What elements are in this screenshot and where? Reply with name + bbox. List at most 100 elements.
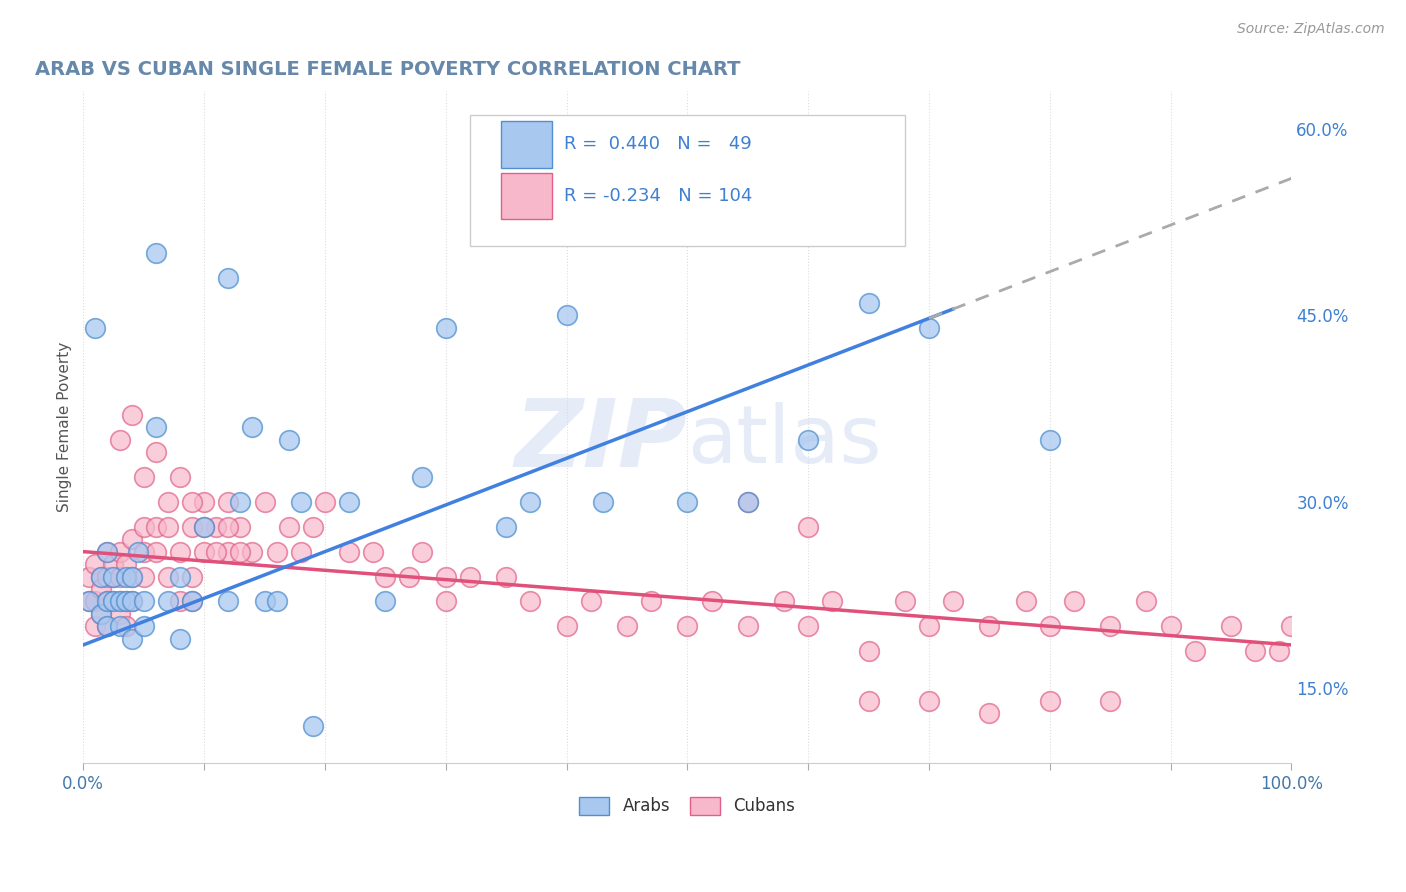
Point <box>90 569 112 583</box>
Point <box>676 495 699 509</box>
Point <box>193 520 215 534</box>
Point <box>290 544 312 558</box>
Point <box>337 495 360 509</box>
Point <box>302 520 325 534</box>
Point <box>1063 594 1085 608</box>
Point <box>181 495 204 509</box>
Point <box>434 320 457 334</box>
Point <box>253 495 276 509</box>
Point <box>918 320 941 334</box>
Point <box>114 569 136 583</box>
Point <box>266 544 288 558</box>
Point <box>290 495 312 509</box>
Point <box>1135 594 1157 608</box>
Point <box>181 594 204 608</box>
Point <box>193 544 215 558</box>
Point <box>103 557 125 571</box>
Point <box>821 594 844 608</box>
Point <box>96 569 118 583</box>
Point <box>579 594 602 608</box>
Point <box>519 495 541 509</box>
Point <box>242 420 264 434</box>
Point <box>700 594 723 608</box>
Point <box>979 706 1001 721</box>
Point <box>121 408 143 422</box>
Text: ARAB VS CUBAN SINGLE FEMALE POVERTY CORRELATION CHART: ARAB VS CUBAN SINGLE FEMALE POVERTY CORR… <box>35 60 741 78</box>
Point <box>1039 619 1062 633</box>
Point <box>737 495 759 509</box>
Point <box>411 470 433 484</box>
Point <box>169 632 191 646</box>
Point <box>555 308 578 322</box>
Y-axis label: Single Female Poverty: Single Female Poverty <box>58 342 72 512</box>
Point <box>127 544 149 558</box>
Point <box>169 470 191 484</box>
Point <box>96 544 118 558</box>
Point <box>108 619 131 633</box>
Point <box>361 544 384 558</box>
Point <box>277 520 299 534</box>
Point <box>169 544 191 558</box>
Point <box>797 619 820 633</box>
Text: atlas: atlas <box>688 401 882 480</box>
Point <box>217 594 239 608</box>
Point <box>181 594 204 608</box>
Point <box>114 557 136 571</box>
Point <box>894 594 917 608</box>
Point <box>374 594 396 608</box>
Point <box>169 569 191 583</box>
Point <box>132 470 155 484</box>
Point <box>121 569 143 583</box>
Point <box>108 594 131 608</box>
Point <box>1268 644 1291 658</box>
Point <box>1014 594 1036 608</box>
Point <box>676 619 699 633</box>
Point <box>132 594 155 608</box>
Point <box>797 433 820 447</box>
Point <box>121 594 143 608</box>
Point <box>205 520 228 534</box>
Point <box>103 569 125 583</box>
Point <box>1160 619 1182 633</box>
Point <box>79 569 101 583</box>
Point <box>108 569 131 583</box>
Legend: Arabs, Cubans: Arabs, Cubans <box>572 790 803 822</box>
Point <box>121 632 143 646</box>
Point <box>156 520 179 534</box>
Point <box>103 569 125 583</box>
Point <box>217 520 239 534</box>
Point <box>302 719 325 733</box>
Point <box>737 495 759 509</box>
Point <box>114 619 136 633</box>
Point <box>169 594 191 608</box>
Point <box>145 246 167 260</box>
Point <box>229 544 252 558</box>
Point <box>96 594 118 608</box>
FancyBboxPatch shape <box>502 121 553 168</box>
Point <box>616 619 638 633</box>
Point <box>858 644 880 658</box>
Point <box>519 594 541 608</box>
Point <box>797 520 820 534</box>
Point <box>96 619 118 633</box>
Point <box>229 520 252 534</box>
Point <box>1039 433 1062 447</box>
Point <box>495 520 517 534</box>
Point <box>277 433 299 447</box>
Point <box>79 594 101 608</box>
Point <box>979 619 1001 633</box>
Point <box>193 495 215 509</box>
Point <box>132 619 155 633</box>
Point <box>253 594 276 608</box>
Point <box>1039 694 1062 708</box>
Point <box>156 495 179 509</box>
Point <box>374 569 396 583</box>
Point <box>495 569 517 583</box>
Point <box>132 569 155 583</box>
FancyBboxPatch shape <box>470 115 905 246</box>
Point <box>918 619 941 633</box>
Point <box>121 569 143 583</box>
Point <box>96 594 118 608</box>
Point <box>156 569 179 583</box>
Point <box>918 694 941 708</box>
